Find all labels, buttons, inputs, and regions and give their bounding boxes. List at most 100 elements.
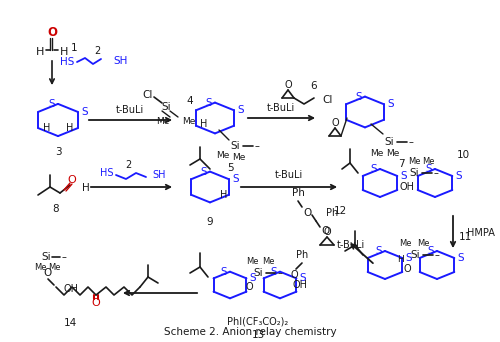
Text: S: S: [200, 167, 207, 176]
Text: Me: Me: [156, 117, 170, 126]
Text: Me: Me: [182, 117, 196, 126]
Text: PhI(CF₃CO₂)₂: PhI(CF₃CO₂)₂: [228, 316, 288, 326]
Text: H: H: [42, 123, 50, 133]
Text: OH: OH: [292, 280, 308, 290]
Text: Si: Si: [41, 252, 51, 262]
Text: S: S: [270, 267, 277, 277]
Text: HS: HS: [60, 57, 74, 67]
Text: –: –: [434, 168, 438, 178]
Text: 11: 11: [458, 232, 471, 242]
Text: Me: Me: [48, 263, 60, 272]
Text: S: S: [376, 246, 382, 256]
Text: Me: Me: [246, 256, 258, 265]
Text: SH: SH: [113, 56, 128, 66]
Text: t-BuLi: t-BuLi: [337, 240, 365, 250]
Text: 3: 3: [54, 147, 62, 157]
Text: H: H: [60, 47, 68, 57]
Text: S: S: [426, 164, 432, 174]
Text: OH: OH: [64, 284, 79, 294]
Text: –: –: [408, 137, 414, 147]
Text: O: O: [304, 208, 312, 218]
Text: H: H: [66, 123, 74, 133]
Text: S: S: [237, 105, 244, 115]
Text: Me: Me: [399, 238, 411, 248]
Text: S: S: [232, 174, 238, 184]
Text: t-BuLi: t-BuLi: [267, 103, 295, 113]
Text: Me: Me: [417, 238, 429, 248]
Text: t-BuLi: t-BuLi: [116, 105, 144, 115]
Text: Me: Me: [34, 263, 46, 272]
Text: S: S: [81, 107, 87, 117]
Text: Me: Me: [232, 154, 245, 162]
Text: –: –: [62, 252, 66, 262]
Text: S: S: [206, 97, 212, 108]
Text: Me: Me: [422, 157, 434, 166]
Text: O: O: [403, 264, 410, 274]
Text: H: H: [82, 183, 90, 193]
Text: SH: SH: [152, 170, 166, 180]
Text: S: S: [428, 246, 434, 256]
Text: Ph: Ph: [296, 250, 308, 260]
Text: –: –: [434, 250, 440, 260]
Text: –: –: [278, 268, 282, 278]
Text: 9: 9: [206, 217, 214, 227]
Text: S: S: [220, 267, 227, 277]
Text: 10: 10: [456, 150, 469, 160]
Text: Si: Si: [230, 141, 240, 151]
Text: Si: Si: [253, 268, 263, 278]
Text: 6: 6: [310, 81, 318, 91]
Text: S: S: [250, 273, 256, 284]
Text: Si: Si: [409, 168, 419, 178]
Text: –: –: [254, 141, 260, 151]
Text: Me: Me: [370, 149, 384, 158]
Text: H: H: [220, 190, 228, 200]
Text: O: O: [246, 282, 254, 292]
Text: S: S: [387, 99, 394, 109]
Text: O: O: [322, 226, 330, 236]
Text: H: H: [396, 255, 404, 264]
Text: O: O: [44, 268, 52, 278]
Text: O: O: [92, 298, 100, 308]
Text: 13: 13: [252, 330, 264, 340]
Text: S: S: [406, 253, 412, 263]
Text: 8: 8: [52, 204, 60, 214]
Text: Si: Si: [410, 250, 420, 260]
Text: OH: OH: [400, 182, 415, 192]
Text: 2: 2: [125, 160, 131, 170]
Text: Me: Me: [408, 157, 420, 166]
Text: Me: Me: [262, 256, 274, 265]
Text: Ph: Ph: [326, 208, 338, 218]
Text: HMPA: HMPA: [467, 228, 495, 238]
Text: t-BuLi: t-BuLi: [275, 170, 303, 180]
Text: S: S: [300, 273, 306, 284]
Text: Cl: Cl: [143, 90, 153, 100]
Text: Ph: Ph: [292, 188, 304, 198]
Text: 4: 4: [186, 96, 194, 106]
Text: Me: Me: [386, 149, 400, 158]
Text: 12: 12: [334, 206, 346, 216]
Text: O: O: [284, 80, 292, 90]
Text: Me: Me: [216, 152, 230, 160]
Text: S: S: [458, 253, 464, 263]
Text: O: O: [47, 26, 57, 39]
Text: S: S: [356, 92, 362, 102]
Text: 14: 14: [64, 318, 76, 328]
Text: H: H: [200, 119, 207, 129]
Text: 7: 7: [398, 159, 404, 169]
Text: HS: HS: [100, 168, 114, 178]
Text: O: O: [290, 270, 298, 280]
Text: S: S: [370, 164, 377, 174]
Text: O: O: [68, 175, 76, 185]
Text: S: S: [400, 171, 407, 181]
Text: Scheme 2. Anion relay chemistry: Scheme 2. Anion relay chemistry: [164, 327, 336, 337]
Text: H: H: [36, 47, 44, 57]
Text: 2: 2: [94, 46, 100, 56]
Text: Si: Si: [384, 137, 394, 147]
Text: O: O: [323, 227, 331, 237]
Text: S: S: [456, 171, 462, 181]
Text: 1: 1: [70, 43, 78, 53]
Text: O: O: [331, 118, 339, 128]
Text: S: S: [48, 99, 55, 109]
Text: 5: 5: [228, 163, 234, 173]
Text: Cl: Cl: [322, 95, 332, 105]
